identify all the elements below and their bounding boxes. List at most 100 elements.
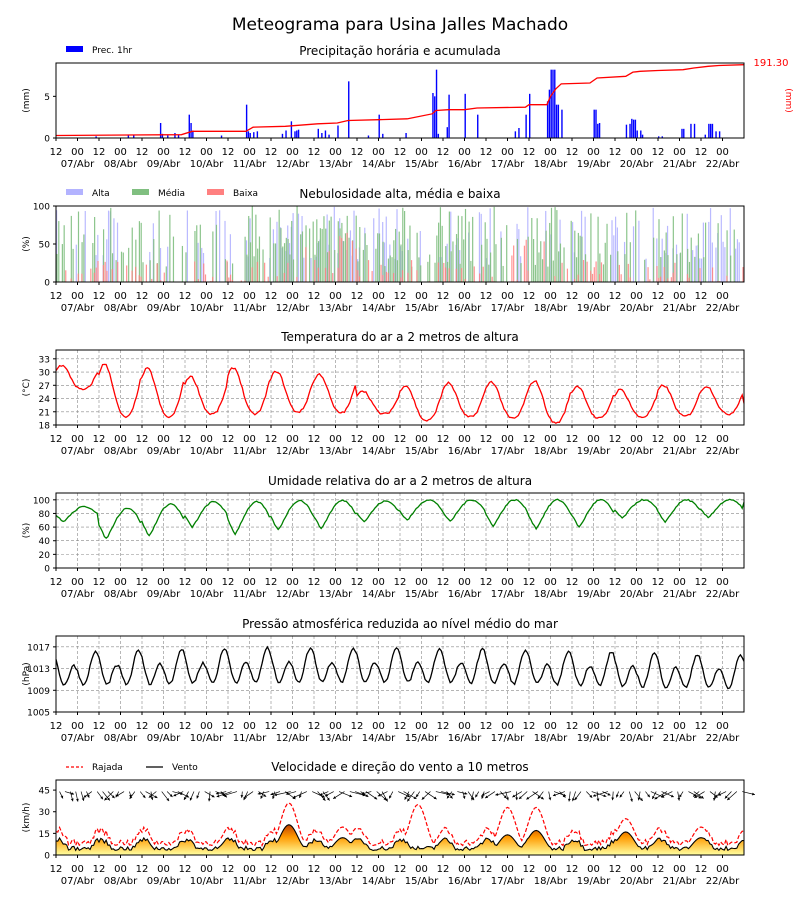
cloud-bar-mid [63,225,65,282]
x-day-label: 09/Abr [147,876,181,887]
wind-arrow-head [413,796,417,799]
precip-bar [174,133,176,138]
cloud-bar-low [647,267,649,282]
precip-bar [518,128,520,138]
x-tick-label: 12 [50,577,63,588]
cloud-bar-high [113,218,115,282]
wind-arrow-head [481,793,485,796]
x-tick-label: 12 [179,434,192,445]
x-tick-label: 00 [630,147,643,158]
cloud-bar-mid [532,239,535,282]
x-tick-label: 12 [437,147,450,158]
cloud-bar-low [672,272,674,282]
x-tick-label: 12 [93,434,106,445]
x-tick-label: 12 [609,577,622,588]
cloud-bar-mid [704,222,707,282]
precip-bar [281,133,284,138]
precip-bar [437,133,440,138]
wind-arrow-head [272,796,275,800]
cloud-bar-high [419,231,421,282]
cloud-bar-high [333,206,335,282]
x-tick-label: 00 [114,864,127,875]
cloud-bar-low [482,266,484,282]
x-day-label: 15/Abr [405,303,439,314]
cloud-bar-high [310,257,312,282]
x-tick-label: 00 [372,147,385,158]
cloud-bar-low [226,260,228,282]
cloud-bar-high [695,245,697,282]
x-day-label: 21/Abr [663,159,697,170]
x-tick-label: 12 [308,864,321,875]
x-tick-label: 12 [523,577,536,588]
wind-arrow-head [257,792,261,795]
accum-line [55,64,745,137]
y-tick-label: 1005 [27,709,50,719]
cloud-bar-mid [455,234,458,282]
x-tick-label: 12 [136,864,149,875]
cloud-bar-high [489,208,491,282]
cloud-bar-mid [111,253,114,282]
precip-bar [561,109,563,138]
cloud-bar-low [393,273,395,282]
cloud-bar-high [224,220,226,282]
x-tick-label: 00 [630,721,643,732]
cloud-bar-high [709,208,712,282]
cloud-bar-mid [348,237,350,282]
x-tick-label: 12 [566,291,579,302]
x-day-label: 20/Abr [620,876,654,887]
y-tick-label: 45 [39,787,50,797]
x-tick-label: 12 [695,291,708,302]
cloud-bar-mid [541,259,544,282]
cloud-bar-high [661,238,663,282]
x-day-label: 11/Abr [233,589,267,600]
plot-frame [55,205,745,283]
wind-arrow-head [607,792,611,796]
cloud-bar-mid [550,207,553,282]
wind-arrow-head [537,795,541,799]
cloud-bar-mid [258,236,261,282]
x-day-label: 19/Abr [577,589,611,600]
x-day-label: 20/Abr [620,446,654,457]
wind-arrow-head [321,794,325,798]
x-tick-label: 12 [50,434,63,445]
x-tick-label: 12 [265,147,278,158]
x-tick-label: 00 [544,577,557,588]
x-day-label: 09/Abr [147,159,181,170]
precip-bar [249,133,251,138]
cloud-bar-low [491,276,493,282]
x-tick-label: 12 [222,147,235,158]
precip-bar [324,130,327,138]
x-day-label: 11/Abr [233,733,267,744]
y-tick-label: 0 [44,565,50,575]
wind-arrow-head [661,794,665,798]
x-tick-label: 00 [329,577,342,588]
wind-arrow-head [562,794,566,798]
wind-arrow-head [173,793,177,797]
cloud-bar-mid [502,265,504,282]
x-tick-label: 00 [587,434,600,445]
cloud-bar-low [599,274,601,282]
precip-bar [321,133,323,138]
cloud-bar-mid [703,257,705,282]
x-tick-label: 12 [93,147,106,158]
wind-arrow-head [83,794,87,798]
x-tick-label: 12 [265,864,278,875]
cloud-bar-low [401,270,404,282]
wind-arrow-head [485,795,489,799]
cloud-bar-low [117,261,119,282]
x-day-label: 20/Abr [620,589,654,600]
cloud-bar-mid [527,236,529,282]
cloud-bar-low [479,273,481,282]
wind-arrow-head [619,794,623,798]
x-day-label: 20/Abr [620,303,654,314]
y-tick-label: 30 [39,369,51,379]
precip-bar [161,133,164,138]
cloud-bar-mid [251,206,253,282]
x-day-label: 08/Abr [104,303,138,314]
cloud-bar-low [464,278,466,282]
x-tick-label: 00 [200,434,213,445]
wind-arrow-head [630,798,633,802]
cloud-bar-low [251,267,253,282]
wind-arrow-head [515,797,519,801]
cloud-bar-high [97,234,99,282]
